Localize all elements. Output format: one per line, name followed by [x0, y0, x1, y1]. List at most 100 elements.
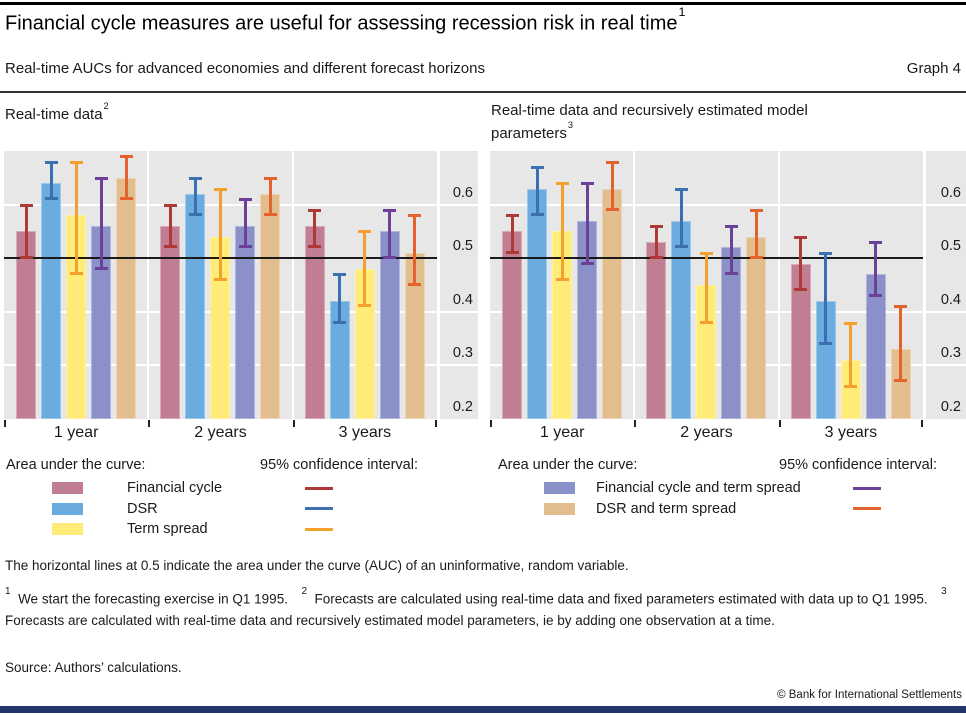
legend-ci-line: [853, 507, 881, 510]
ci-cap-top: [649, 225, 663, 229]
ci-cap-bottom: [408, 283, 422, 286]
y-tick-label: 0.5: [452, 238, 473, 255]
x-axis-tick: [435, 420, 437, 427]
ci-whisker: [218, 188, 222, 280]
legend-label: Term spread: [127, 521, 208, 537]
ci-whisker: [388, 209, 392, 259]
ci-cap-top: [844, 321, 858, 325]
ci-cap-bottom: [580, 261, 594, 265]
ci-whisker: [899, 306, 903, 382]
ci-cap-bottom: [555, 277, 569, 281]
ci-cap-top: [69, 160, 83, 164]
ci-whisker: [124, 156, 128, 200]
ci-cap-bottom: [94, 266, 108, 270]
ci-whisker: [799, 236, 803, 291]
bar-dsr-and-term-spread: [116, 177, 136, 419]
page-title-text: Financial cycle measures are useful for …: [5, 12, 678, 35]
ci-cap-top: [580, 182, 594, 186]
y-axis-strip: 0.6 0.5 0.4 0.3 0.2: [440, 151, 478, 419]
ci-cap-bottom: [358, 304, 372, 308]
ci-cap-top: [19, 203, 33, 207]
ci-cap-top: [819, 251, 833, 255]
legend-label: Financial cycle: [127, 480, 223, 496]
legend-ci-header: 95% confidence interval:: [779, 457, 937, 473]
ci-whisker: [585, 183, 589, 264]
ci-whisker: [363, 231, 367, 307]
legend-ci-line: [305, 486, 333, 490]
y-tick-label: 0.4: [452, 291, 473, 308]
x-axis-tick: [778, 420, 781, 427]
ci-cap-top: [749, 208, 763, 212]
legend-label: Financial cycle and term spread: [596, 480, 801, 496]
subtitle: Real-time AUCs for advanced economies an…: [5, 60, 485, 77]
panel-title-right: Real-time data and recursively estimated…: [491, 102, 808, 142]
plot-area: [490, 151, 923, 419]
panel-title-left: Real-time data2: [5, 100, 109, 123]
ci-cap-top: [383, 208, 397, 212]
legend-auc-header: Area under the curve:: [498, 457, 638, 473]
legend-swatch: [544, 482, 575, 494]
bar-dsr: [41, 183, 61, 419]
bar-dsr: [329, 301, 350, 419]
gridline: [440, 364, 478, 367]
bar-financial-cycle-and-term-spread: [235, 226, 256, 419]
legend-ci-line: [853, 486, 881, 490]
legend-label: DSR and term spread: [596, 500, 737, 517]
ci-whisker: [313, 209, 317, 248]
ci-cap-top: [44, 160, 58, 164]
page-title: Financial cycle measures are useful for …: [5, 5, 685, 36]
footnote-marker: 3: [941, 586, 947, 597]
y-tick-label: 0.3: [452, 345, 473, 362]
ci-cap-top: [894, 305, 908, 309]
bar-dsr-and-term-spread: [602, 188, 622, 419]
ci-cap-bottom: [674, 245, 688, 249]
panel-title-footnote-marker: 2: [103, 100, 109, 111]
gridline: [490, 203, 923, 206]
ci-cap-top: [238, 198, 252, 202]
bar-financial-cycle-and-term-spread: [91, 226, 111, 419]
ci-whisker: [338, 274, 342, 323]
bar-financial-cycle: [646, 242, 667, 419]
legend-auc-header: Area under the curve:: [6, 457, 146, 473]
legend-ci-line: [305, 527, 333, 531]
bar-dsr: [527, 188, 547, 419]
ci-whisker: [729, 226, 733, 275]
legend-label: DSR: [127, 500, 158, 517]
ci-whisker: [74, 161, 78, 275]
bar-dsr: [671, 220, 692, 419]
x-axis-tick: [292, 420, 295, 427]
bar-dsr-and-term-spread: [404, 252, 425, 419]
x-axis-label: 3 years: [824, 424, 878, 441]
bar-term-spread: [840, 360, 861, 419]
ci-whisker: [24, 204, 28, 259]
ci-cap-bottom: [213, 277, 227, 281]
ci-cap-top: [188, 176, 202, 180]
bar-financial-cycle: [790, 263, 811, 419]
x-axis-tick: [490, 420, 492, 427]
ci-whisker: [99, 177, 103, 269]
bar-financial-cycle: [16, 231, 36, 419]
bar-financial-cycle: [160, 226, 181, 419]
ci-cap-bottom: [333, 320, 347, 324]
ci-cap-top: [869, 241, 883, 245]
ci-cap-top: [213, 187, 227, 191]
bar-term-spread: [696, 285, 717, 419]
ci-whisker: [49, 161, 53, 200]
ci-cap-bottom: [894, 379, 908, 383]
group-separator: [291, 151, 294, 419]
legend-swatch: [52, 502, 83, 515]
graph-number: Graph 4: [906, 60, 961, 77]
x-axis-label: 1 year: [539, 424, 585, 441]
bar-dsr-and-term-spread: [260, 193, 281, 419]
chart-panel-left: 0.6 0.5 0.4 0.3 0.2 1 year 2 years 3 years: [4, 151, 478, 451]
y-tick-label: 0.6: [452, 184, 473, 201]
y-tick-label: 0.5: [940, 238, 961, 255]
x-axis-tick: [921, 420, 923, 427]
gridline: [440, 203, 478, 206]
ci-cap-top: [794, 235, 808, 239]
bar-dsr: [185, 193, 206, 419]
ci-whisker: [268, 177, 272, 216]
y-tick-label: 0.6: [940, 184, 961, 201]
y-tick-label: 0.2: [940, 399, 961, 415]
ci-cap-bottom: [649, 256, 663, 260]
